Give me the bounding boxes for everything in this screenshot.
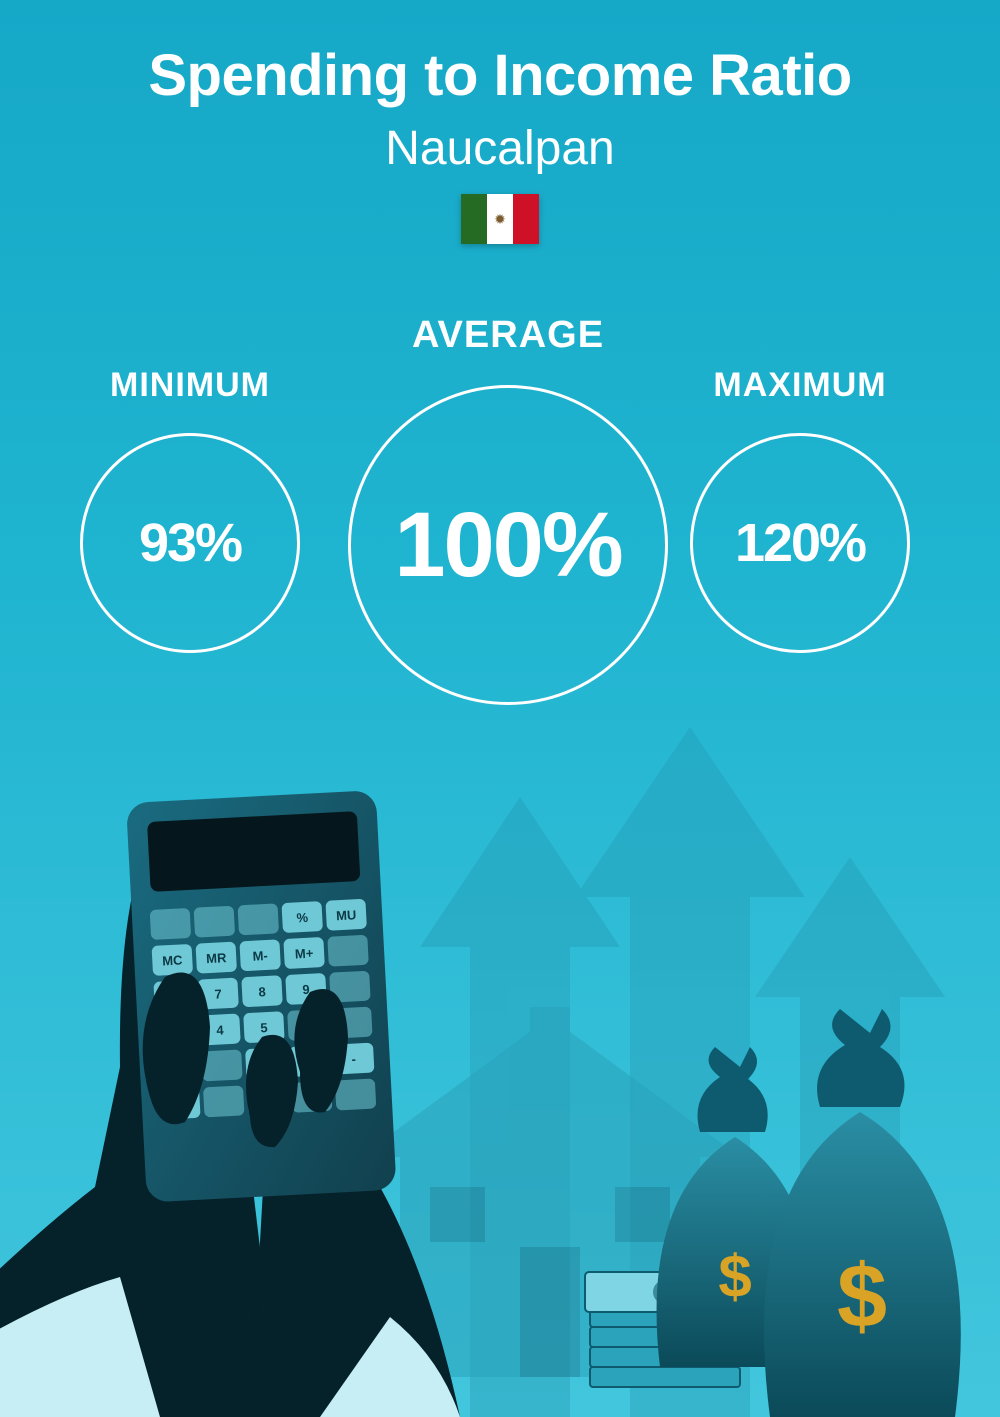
stat-maximum-label: MAXIMUM (670, 366, 930, 405)
flag-stripe-green (461, 194, 487, 244)
illustration: $ $ % MU MC MR M- M+ +/- 7 8 9 ▶ 4 5 C/A 2 3 - 0 (0, 717, 1000, 1417)
svg-text:+/-: +/- (166, 988, 182, 1004)
growth-arrow-icon (420, 727, 945, 1417)
stats-row: MINIMUM 93% AVERAGE 100% MAXIMUM 120% (0, 314, 1000, 734)
house-icon (360, 1007, 740, 1377)
stat-minimum-circle: 93% (80, 433, 300, 653)
flag-stripe-red (513, 194, 539, 244)
svg-text:7: 7 (214, 986, 222, 1001)
svg-text:M-: M- (252, 948, 268, 964)
money-bag-large-icon: $ (764, 1009, 961, 1417)
svg-text:0: 0 (176, 1097, 184, 1112)
svg-text:4: 4 (216, 1022, 225, 1037)
cash-stack-icon (585, 1272, 745, 1387)
flag-stripe-white: ✹ (487, 194, 513, 244)
hands-calculator-icon: % MU MC MR M- M+ +/- 7 8 9 ▶ 4 5 C/A 2 3 - 0 (0, 790, 460, 1417)
svg-text:8: 8 (258, 984, 266, 999)
stat-average: AVERAGE 100% (328, 314, 688, 705)
page-title: Spending to Income Ratio (0, 42, 1000, 109)
header: Spending to Income Ratio Naucalpan ✹ (0, 0, 1000, 244)
stat-minimum-value: 93% (139, 512, 241, 574)
svg-text:3: 3 (306, 1054, 314, 1069)
svg-text:▶: ▶ (170, 1025, 183, 1041)
svg-text:9: 9 (302, 982, 310, 997)
stat-maximum: MAXIMUM 120% (670, 366, 930, 653)
stat-maximum-value: 120% (735, 512, 865, 574)
mexico-flag-icon: ✹ (461, 194, 539, 244)
money-bag-small-icon: $ (657, 1047, 814, 1367)
svg-text:2: 2 (262, 1056, 270, 1071)
flag-emblem-icon: ✹ (494, 211, 506, 228)
svg-text:-: - (351, 1051, 356, 1066)
svg-text:$: $ (718, 1243, 751, 1310)
svg-text:M+: M+ (295, 946, 315, 962)
stat-minimum-label: MINIMUM (60, 366, 320, 405)
stat-minimum: MINIMUM 93% (60, 366, 320, 653)
svg-text:MU: MU (336, 907, 357, 923)
stat-average-value: 100% (394, 493, 621, 598)
svg-text:C/A: C/A (166, 1060, 190, 1076)
svg-text:$: $ (837, 1247, 887, 1347)
svg-text:%: % (296, 910, 309, 926)
stat-average-circle: 100% (348, 385, 668, 705)
stat-maximum-circle: 120% (690, 433, 910, 653)
svg-text:MR: MR (206, 950, 228, 966)
svg-text:MC: MC (162, 952, 184, 968)
location-name: Naucalpan (0, 121, 1000, 176)
stat-average-label: AVERAGE (328, 314, 688, 357)
svg-text:5: 5 (260, 1020, 268, 1035)
